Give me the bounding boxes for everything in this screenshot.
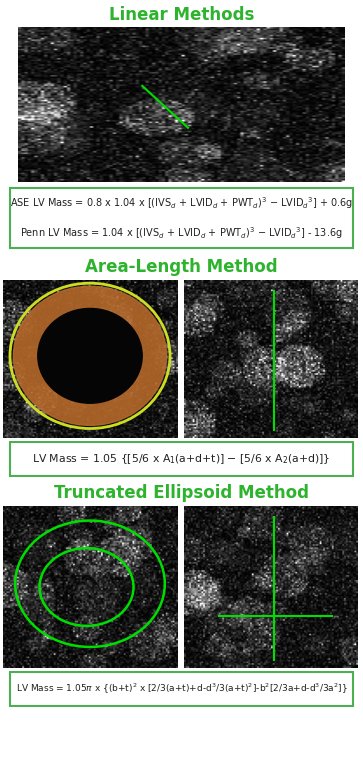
Text: LV Mass = 1.05 {[5/6 x A$_1$(a+d+t)] $-$ [5/6 x A$_2$(a+d)]}: LV Mass = 1.05 {[5/6 x A$_1$(a+d+t)] $-$… [32, 452, 331, 466]
Circle shape [13, 286, 167, 425]
Text: ASE LV Mass = 0.8 x 1.04 x [(IVS$_d$ + LVID$_d$ + PWT$_d$)$^3$ $-$ LVID$_d$$^3$]: ASE LV Mass = 0.8 x 1.04 x [(IVS$_d$ + L… [10, 195, 353, 211]
FancyBboxPatch shape [10, 188, 353, 248]
FancyBboxPatch shape [10, 673, 353, 705]
FancyBboxPatch shape [10, 442, 353, 476]
Text: LV Mass = 1.05$\pi$ x {(b+t)$^2$ x [2/3(a+t)+d-d$^3$/3(a+t)$^2$]-b$^2$[2/3a+d-d$: LV Mass = 1.05$\pi$ x {(b+t)$^2$ x [2/3(… [16, 682, 347, 696]
Text: Linear Methods: Linear Methods [109, 6, 254, 24]
Circle shape [38, 308, 142, 404]
Text: Penn LV Mass = 1.04 x [(IVS$_d$ + LVID$_d$ + PWT$_d$)$^3$ $-$ LVID$_d$$^3$] - 13: Penn LV Mass = 1.04 x [(IVS$_d$ + LVID$_… [20, 225, 343, 241]
Text: Area-Length Method: Area-Length Method [85, 258, 278, 276]
Text: Truncated Ellipsoid Method: Truncated Ellipsoid Method [54, 484, 309, 502]
